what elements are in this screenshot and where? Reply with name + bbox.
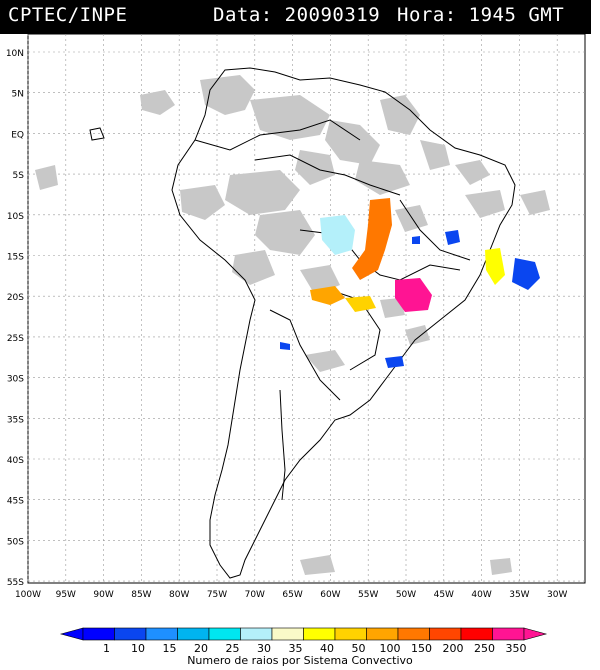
longitude-label: 95W (56, 590, 76, 600)
time-label: Hora: 1945 GMT (397, 4, 565, 26)
colour-scale-labels: 1 10 15 20 25 30 35 40 50 100 150 200 250 350 (103, 642, 527, 655)
colour-bar-tick-label: 250 (474, 642, 495, 655)
colour-bar-segment (145, 627, 178, 641)
colour-bar-tick-label: 100 (380, 642, 401, 655)
colour-bar-tick-label: 200 (443, 642, 464, 655)
legend-caption: Numero de raios por Sistema Convectivo (187, 654, 413, 667)
latitude-label: 10N (6, 49, 24, 59)
colour-bar-tick-label: 20 (194, 642, 208, 655)
latitude-label: 5S (13, 171, 25, 181)
longitude-label: 70W (245, 590, 265, 600)
date-label: Data: 20090319 (213, 4, 381, 26)
longitude-label: 80W (169, 590, 189, 600)
latitude-label: 30S (7, 375, 24, 385)
colour-bar-tick-label: 25 (226, 642, 240, 655)
colour-bar-segment (208, 627, 241, 641)
latitude-label: 40S (7, 456, 24, 466)
colour-bar-tick-label: 15 (163, 642, 177, 655)
longitude-label: 35W (509, 590, 529, 600)
longitude-label: 45W (434, 590, 454, 600)
latitude-label: 15S (7, 253, 24, 263)
cloud-cover (35, 75, 550, 575)
longitude-label: 65W (282, 590, 302, 600)
convective-systems (280, 198, 540, 368)
colour-bar-segment (114, 627, 147, 641)
latitude-label: 45S (7, 497, 24, 507)
colour-bar-segment (177, 627, 210, 641)
colour-bar-segment (492, 627, 525, 641)
colour-bar-segment (460, 627, 493, 641)
colour-bar-left-arrow (59, 627, 84, 641)
longitude-label: 90W (93, 590, 113, 600)
latitude-label: 20S (7, 293, 24, 303)
source-label: CPTEC/INPE (8, 4, 128, 26)
longitude-label: 30W (547, 590, 567, 600)
longitude-label: 50W (396, 590, 416, 600)
colour-bar-tick-label: 150 (411, 642, 432, 655)
latitude-label: EQ (11, 130, 24, 140)
longitude-label: 55W (358, 590, 378, 600)
longitude-labels: 100W 95W 90W 85W 80W 75W 70W 65W 60W 55W 50W 45W 40W… (15, 590, 568, 600)
colour-bar-segment (240, 627, 273, 641)
colour-bar-segment (429, 627, 462, 641)
colour-bar-tick-label: 10 (131, 642, 145, 655)
latitude-labels: 10N 5N EQ 5S 10S 15S 20S 25S 30S 35S 40S 45S 50S 55S (6, 49, 24, 588)
map-header: CPTEC/INPE Data: 20090319 Hora: 1945 GMT (0, 0, 591, 34)
latitude-label: 55S (7, 578, 24, 588)
colour-bar-tick-label: 30 (257, 642, 271, 655)
longitude-label: 40W (471, 590, 491, 600)
colour-bar-segment (334, 627, 367, 641)
latitude-label: 35S (7, 415, 24, 425)
longitude-label: 85W (131, 590, 151, 600)
longitude-label: 75W (207, 590, 227, 600)
colour-bar-tick-label: 35 (289, 642, 303, 655)
colour-bar-tick-label: 350 (506, 642, 527, 655)
colour-bar-tick-label: 40 (320, 642, 334, 655)
latitude-label: 5N (12, 90, 24, 100)
colour-bar-tick-label: 1 (103, 642, 110, 655)
colour-bar-segment (366, 627, 399, 641)
longitude-label: 100W (15, 590, 41, 600)
colour-bar-segment (82, 627, 115, 641)
colour-bar-segment (271, 627, 304, 641)
colour-bar-right-arrow (523, 627, 548, 641)
colour-bar-tick-label: 50 (352, 642, 366, 655)
latitude-label: 50S (7, 537, 24, 547)
colour-scale-bar (59, 627, 548, 641)
longitude-label: 60W (320, 590, 340, 600)
colour-bar-segment (303, 627, 336, 641)
latitude-label: 25S (7, 334, 24, 344)
latitude-label: 10S (7, 212, 24, 222)
colour-bar-segment (397, 627, 430, 641)
